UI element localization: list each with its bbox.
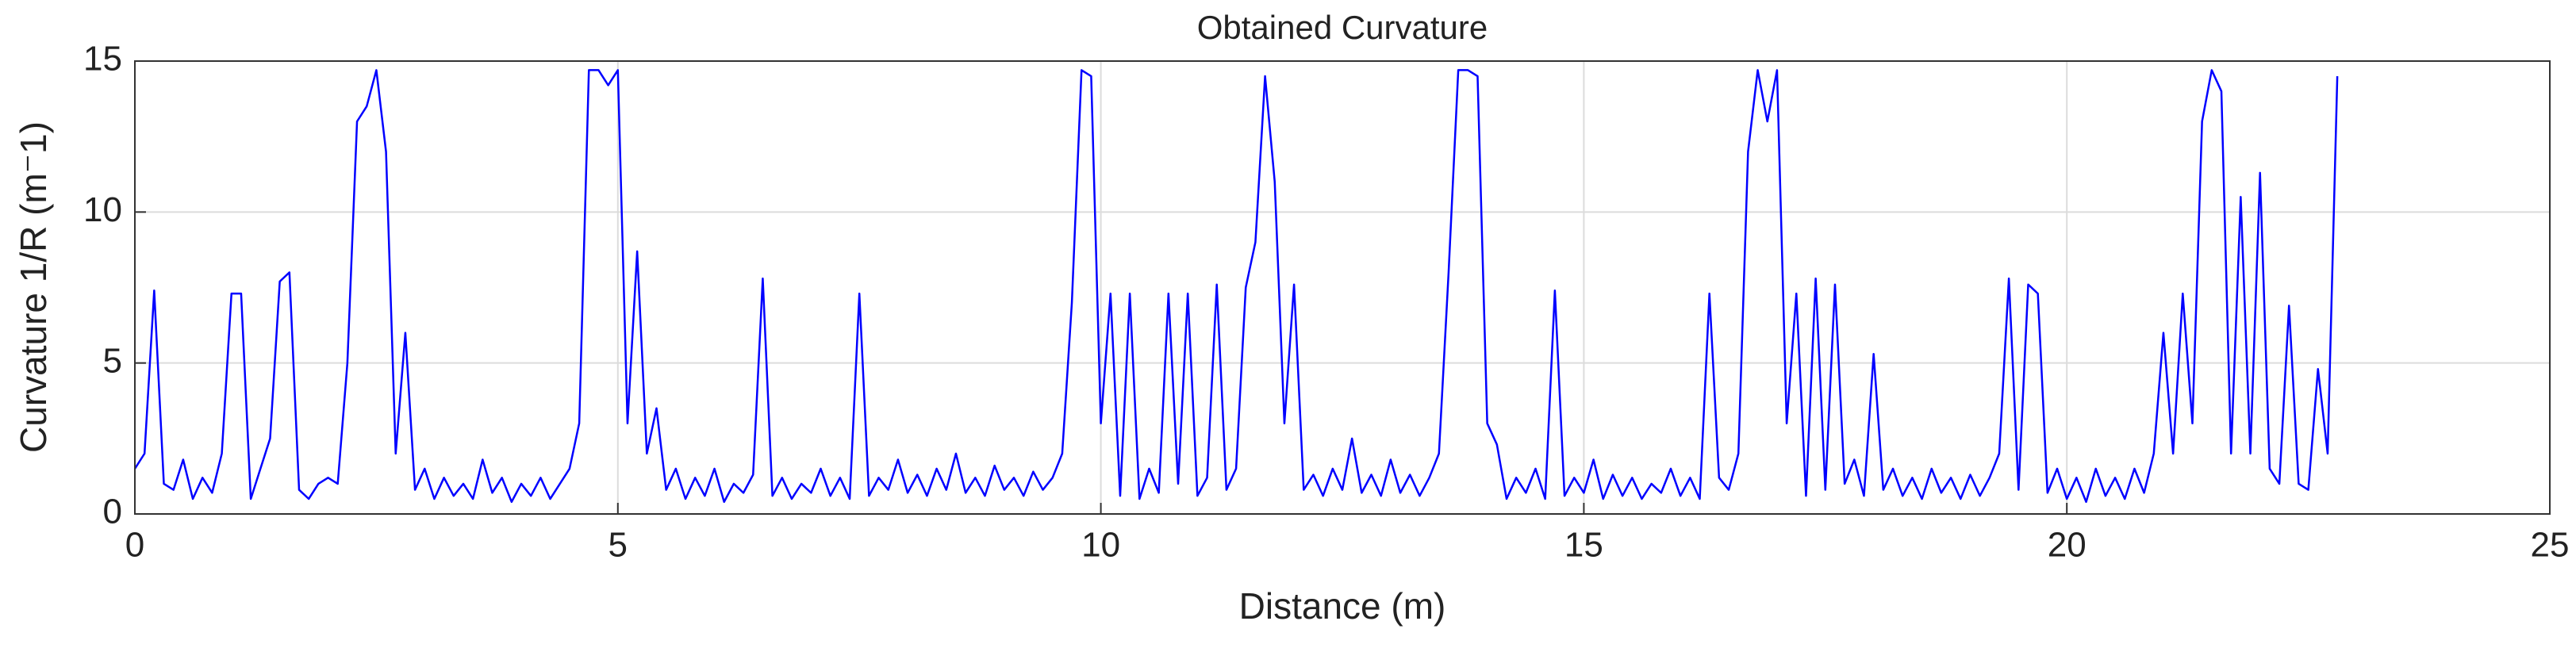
x-tick-label: 10 [1081, 526, 1120, 565]
plot-frame [134, 60, 2551, 515]
x-axis-label: Distance (m) [1239, 585, 1446, 627]
x-tick-label: 15 [1564, 526, 1603, 565]
y-tick-label: 15 [83, 40, 122, 79]
plot-area [135, 61, 2550, 514]
y-axis-label: Curvature 1/R (m⁻1) [13, 121, 54, 453]
chart-title: Obtained Curvature [1197, 9, 1488, 46]
y-tick-label: 10 [83, 190, 122, 229]
x-tick-label: 5 [608, 526, 628, 565]
x-tick-label: 25 [2531, 526, 2570, 565]
y-tick-label: 5 [103, 341, 122, 380]
x-tick-label: 20 [2048, 526, 2087, 565]
y-tick-label: 0 [103, 493, 122, 531]
data-line [133, 69, 2339, 504]
x-tick-label: 0 [125, 526, 144, 565]
